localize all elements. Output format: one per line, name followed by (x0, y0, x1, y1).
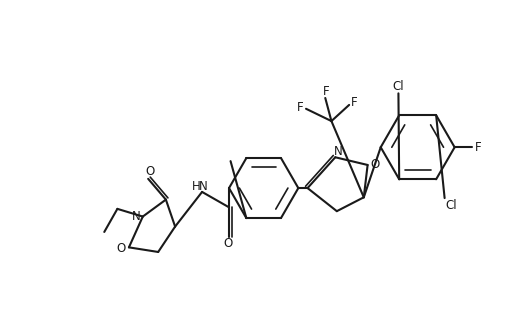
Text: O: O (224, 237, 233, 250)
Text: F: F (323, 85, 329, 98)
Text: Cl: Cl (445, 198, 457, 211)
Text: N: N (131, 210, 140, 223)
Text: O: O (145, 165, 154, 179)
Text: Cl: Cl (393, 80, 404, 93)
Text: F: F (351, 96, 358, 109)
Text: O: O (117, 242, 126, 255)
Text: F: F (297, 101, 304, 114)
Text: N: N (334, 145, 343, 158)
Text: F: F (475, 141, 481, 154)
Text: H: H (192, 180, 201, 193)
Text: O: O (370, 158, 379, 171)
Text: N: N (199, 180, 207, 193)
